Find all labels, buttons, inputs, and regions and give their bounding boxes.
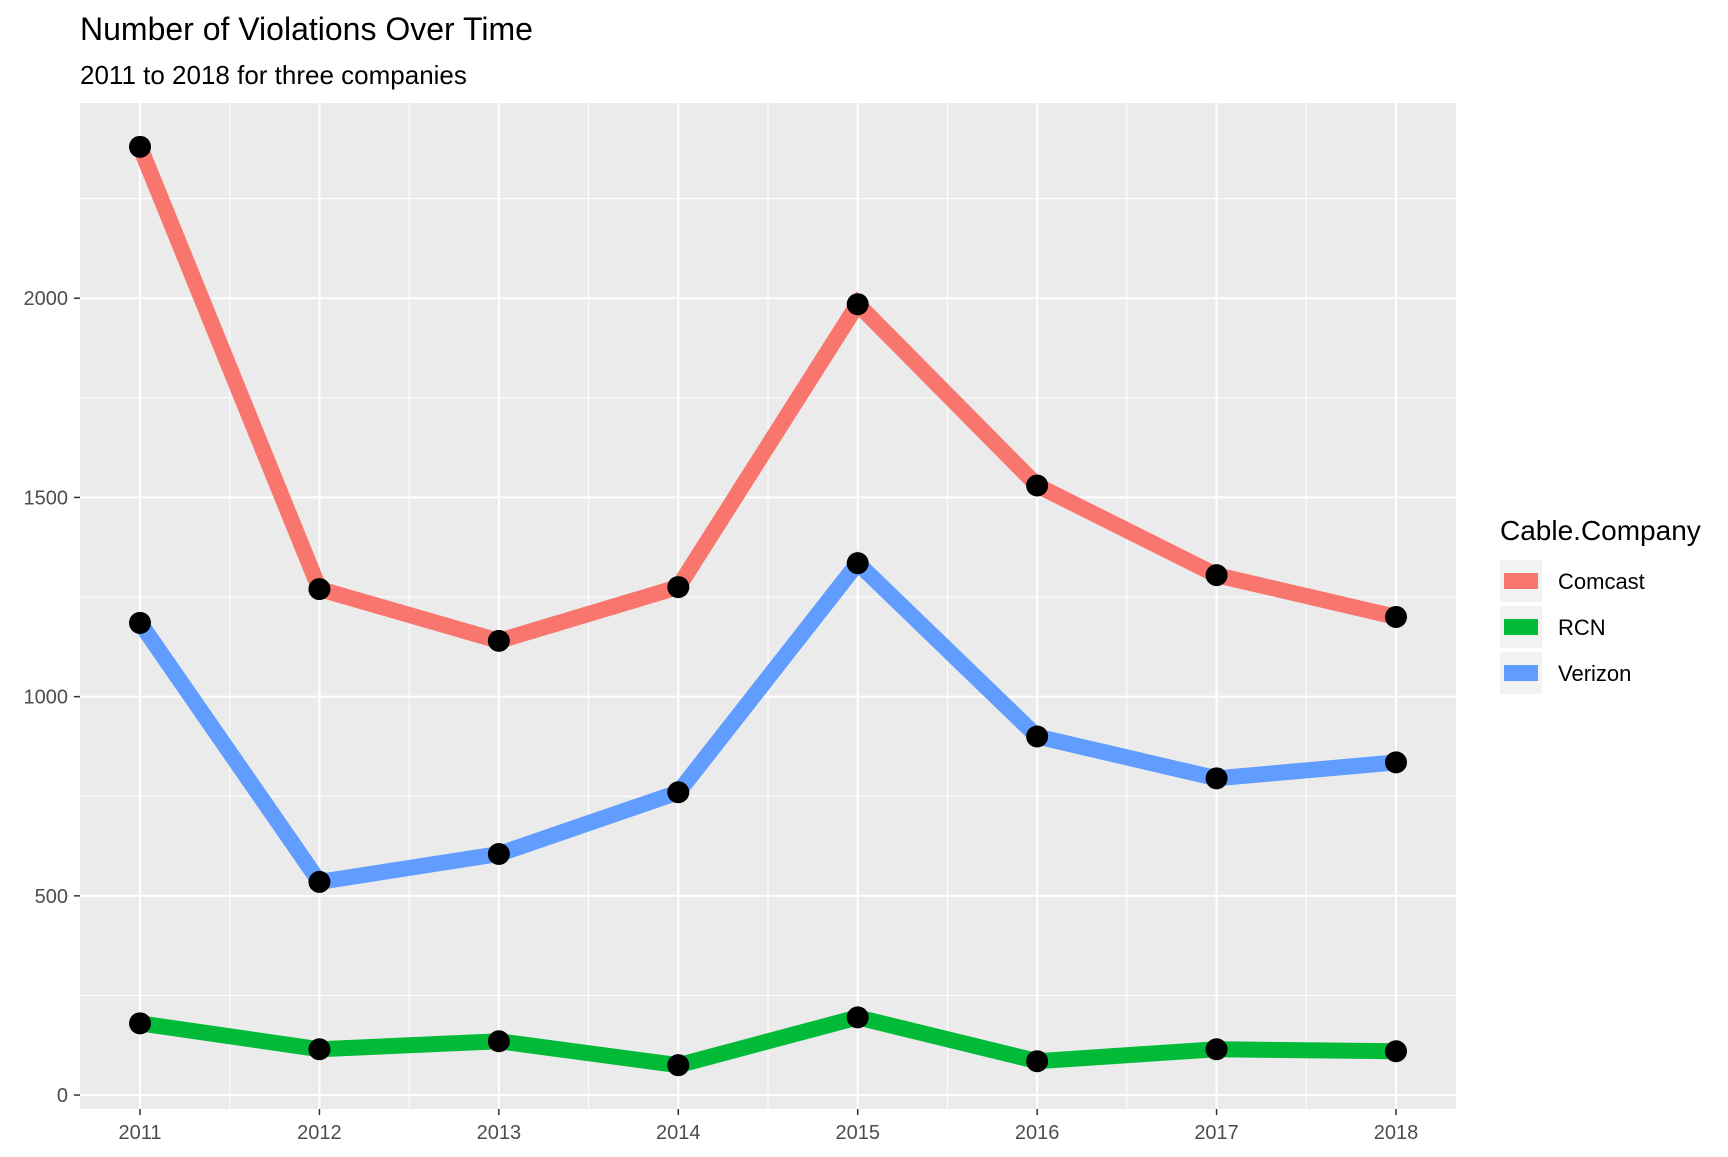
legend-key-rcn	[1504, 619, 1538, 635]
x-tick-label: 2012	[297, 1122, 342, 1144]
data-point-rcn	[667, 1054, 690, 1077]
data-point-verizon	[846, 552, 869, 575]
x-tick-label: 2014	[656, 1122, 701, 1144]
y-tick-label: 0	[57, 1085, 68, 1107]
legend-label-verizon: Verizon	[1558, 661, 1631, 686]
y-tick-label: 1000	[24, 687, 69, 709]
series-line-verizon	[133, 551, 1397, 891]
data-point-comcast	[1385, 605, 1407, 628]
data-point-verizon	[308, 870, 331, 893]
data-point-rcn	[1385, 1040, 1407, 1063]
data-point-verizon	[667, 781, 690, 804]
legend-key-verizon	[1504, 665, 1538, 681]
data-point-verizon	[1205, 767, 1228, 790]
data-point-rcn	[846, 1006, 869, 1029]
x-tick-label: 2018	[1374, 1122, 1419, 1144]
data-point-rcn	[1026, 1050, 1049, 1073]
data-point-comcast	[1026, 474, 1049, 497]
data-point-rcn	[308, 1038, 331, 1061]
x-tick-label: 2011	[118, 1122, 161, 1144]
data-point-comcast	[846, 293, 869, 316]
y-tick-label: 1500	[24, 487, 69, 509]
x-tick-label: 2013	[477, 1122, 522, 1144]
series-line-rcn	[138, 1009, 1397, 1074]
data-point-verizon	[1026, 725, 1049, 748]
series-lines	[132, 143, 1398, 1074]
legend-key-comcast	[1504, 573, 1538, 589]
legend-items: Comcast RCN Verizon	[1500, 560, 1645, 694]
data-point-rcn	[487, 1030, 510, 1053]
x-tick-label: 2016	[1015, 1122, 1060, 1144]
chart-subtitle: 2011 to 2018 for three companies	[80, 60, 467, 90]
axes: 0 500 1000 1500 2000 2011 2012 2013 2014 2015 2016…	[24, 288, 1419, 1144]
data-point-comcast	[308, 578, 331, 601]
legend: Cable.Company Comcast RCN Verizon	[1500, 515, 1701, 694]
legend-label-comcast: Comcast	[1558, 569, 1645, 594]
x-tick-label: 2015	[835, 1122, 880, 1144]
data-point-rcn	[129, 1012, 151, 1035]
y-tick-label: 500	[35, 886, 68, 908]
data-point-comcast	[667, 576, 690, 599]
legend-label-rcn: RCN	[1558, 615, 1606, 640]
data-point-comcast	[487, 629, 510, 652]
series-line-comcast	[132, 143, 1398, 650]
data-point-verizon	[487, 843, 510, 866]
legend-title: Cable.Company	[1500, 515, 1701, 546]
grid-lines	[80, 103, 1456, 1109]
data-points	[129, 135, 1407, 1077]
data-point-verizon	[129, 611, 151, 634]
data-point-comcast	[129, 135, 151, 158]
data-point-rcn	[1205, 1038, 1228, 1061]
data-point-comcast	[1205, 564, 1228, 587]
x-tick-label: 2017	[1194, 1122, 1239, 1144]
y-tick-label: 2000	[24, 288, 69, 310]
chart-title: Number of Violations Over Time	[80, 11, 533, 47]
data-point-verizon	[1385, 751, 1407, 774]
